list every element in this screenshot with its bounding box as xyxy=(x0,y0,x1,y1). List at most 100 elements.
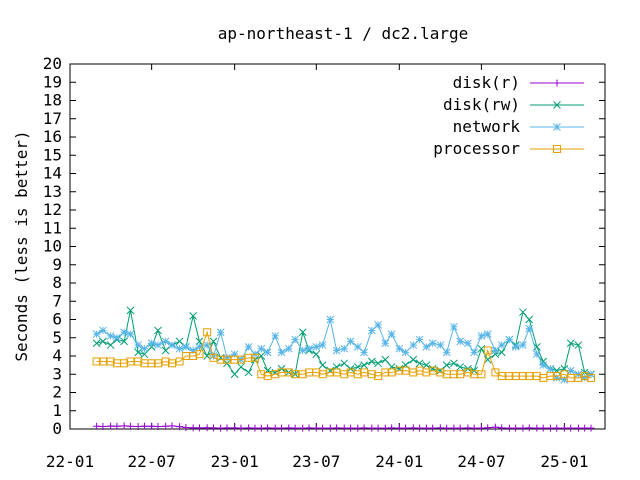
data-point xyxy=(318,370,327,379)
data-point xyxy=(422,343,431,351)
data-point xyxy=(477,424,485,432)
data-point xyxy=(552,374,561,382)
data-point xyxy=(498,424,506,432)
data-point xyxy=(298,370,307,379)
data-point xyxy=(368,424,376,432)
chart-title: ap-northeast-1 / dc2.large xyxy=(218,24,468,43)
data-point xyxy=(580,372,589,381)
data-point xyxy=(491,423,499,431)
data-point xyxy=(525,372,534,381)
data-point xyxy=(367,357,376,366)
data-point xyxy=(161,357,170,366)
data-point xyxy=(189,346,198,355)
data-point xyxy=(552,372,561,381)
data-point xyxy=(587,424,595,432)
y-tick-label: 9 xyxy=(52,255,62,274)
data-point xyxy=(553,424,561,432)
data-point xyxy=(203,424,211,432)
data-point xyxy=(244,368,253,377)
data-point xyxy=(326,315,335,324)
data-point xyxy=(318,341,327,349)
data-point xyxy=(134,348,142,357)
y-tick-label: 3 xyxy=(52,364,62,383)
data-point xyxy=(581,424,589,432)
data-point xyxy=(203,341,211,349)
y-tick-label: 10 xyxy=(43,237,62,256)
data-point xyxy=(244,353,253,362)
data-point xyxy=(175,344,184,353)
data-point xyxy=(257,424,265,432)
data-point xyxy=(566,339,575,348)
data-point xyxy=(477,332,486,340)
data-point xyxy=(182,343,190,351)
data-point xyxy=(230,350,239,359)
data-point xyxy=(374,359,382,368)
data-point xyxy=(161,346,170,355)
data-point xyxy=(354,424,362,432)
y-tick-label: 18 xyxy=(43,91,62,110)
data-point xyxy=(312,424,320,432)
data-point xyxy=(147,359,156,368)
data-point xyxy=(126,330,135,338)
data-point xyxy=(168,341,176,349)
data-point xyxy=(353,343,362,351)
data-point xyxy=(395,344,404,353)
data-point xyxy=(360,348,368,357)
data-point xyxy=(230,355,239,364)
data-point xyxy=(154,341,162,349)
data-point xyxy=(284,368,293,377)
data-point xyxy=(402,424,410,432)
data-point xyxy=(271,424,279,432)
data-point xyxy=(326,424,334,432)
data-point xyxy=(285,424,293,432)
y-tick-label: 12 xyxy=(43,200,62,219)
data-point xyxy=(546,364,555,373)
data-point xyxy=(464,424,472,432)
y-tick-label: 6 xyxy=(52,310,62,329)
data-point xyxy=(456,424,464,432)
y-tick-label: 8 xyxy=(52,273,62,292)
data-point xyxy=(236,355,245,364)
data-point xyxy=(505,372,514,381)
x-axis: 22-01 22-07 23-01 23-07 24-01 24-07 25-01 xyxy=(46,64,588,471)
data-point xyxy=(298,328,307,337)
data-point xyxy=(134,357,143,366)
data-point xyxy=(374,321,382,329)
data-point xyxy=(409,368,418,377)
data-point xyxy=(367,370,376,379)
data-point xyxy=(436,341,445,349)
data-point xyxy=(347,424,355,432)
data-point xyxy=(477,370,486,379)
legend-swatch-marker xyxy=(553,101,561,109)
data-point xyxy=(209,337,218,346)
data-point xyxy=(217,424,225,432)
data-point xyxy=(395,424,403,432)
y-tick-label: 16 xyxy=(43,127,62,146)
data-point xyxy=(209,424,217,432)
data-point xyxy=(291,424,299,432)
data-point xyxy=(340,424,348,432)
data-point xyxy=(539,424,547,432)
data-point xyxy=(120,328,128,337)
data-point xyxy=(428,339,437,348)
data-point xyxy=(92,330,101,338)
data-point xyxy=(175,337,184,346)
data-point xyxy=(257,344,266,353)
data-point xyxy=(491,346,500,355)
data-point xyxy=(409,424,417,432)
data-point xyxy=(525,324,534,333)
data-point xyxy=(312,350,321,359)
data-point xyxy=(263,348,272,357)
data-point xyxy=(326,368,335,377)
data-point xyxy=(346,337,355,346)
data-point xyxy=(93,422,101,430)
data-point xyxy=(107,422,115,430)
data-point xyxy=(401,366,410,375)
data-point xyxy=(505,335,514,344)
data-point xyxy=(566,373,575,382)
data-point xyxy=(195,350,204,359)
data-point xyxy=(189,352,198,360)
y-tick-label: 0 xyxy=(52,419,62,438)
data-point xyxy=(367,326,376,335)
